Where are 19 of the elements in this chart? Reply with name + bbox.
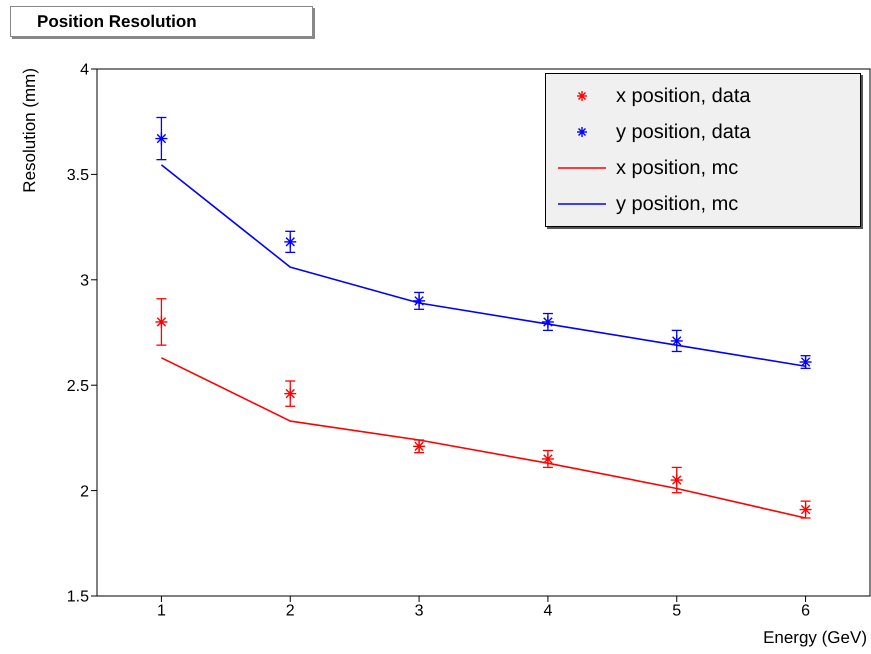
- x-tick-label: 5: [672, 602, 682, 620]
- x-tick-label: 2: [286, 602, 295, 620]
- x-tick-label: 3: [414, 602, 424, 620]
- y-tick-label: 2: [80, 483, 90, 500]
- x-tick-label: 4: [543, 602, 552, 620]
- y-tick-label: 1.5: [66, 588, 90, 606]
- legend-label: x position, mc: [616, 156, 738, 180]
- x-tick-label: 1: [156, 602, 166, 620]
- x-tick-label: 6: [801, 602, 810, 620]
- y-tick-label: 3: [80, 272, 90, 290]
- y-axis-title: Resolution (mm): [20, 68, 40, 195]
- legend-label: y position, data: [616, 120, 751, 144]
- legend-label: y position, mc: [616, 192, 738, 216]
- legend-label: x position, data: [616, 84, 751, 108]
- y-tick-label: 4: [80, 62, 90, 79]
- x-axis-title: Energy (GeV): [763, 628, 867, 648]
- y-tick-label: 3.5: [66, 167, 90, 184]
- y-tick-label: 2.5: [66, 378, 90, 395]
- chart-title: Position Resolution: [10, 6, 313, 37]
